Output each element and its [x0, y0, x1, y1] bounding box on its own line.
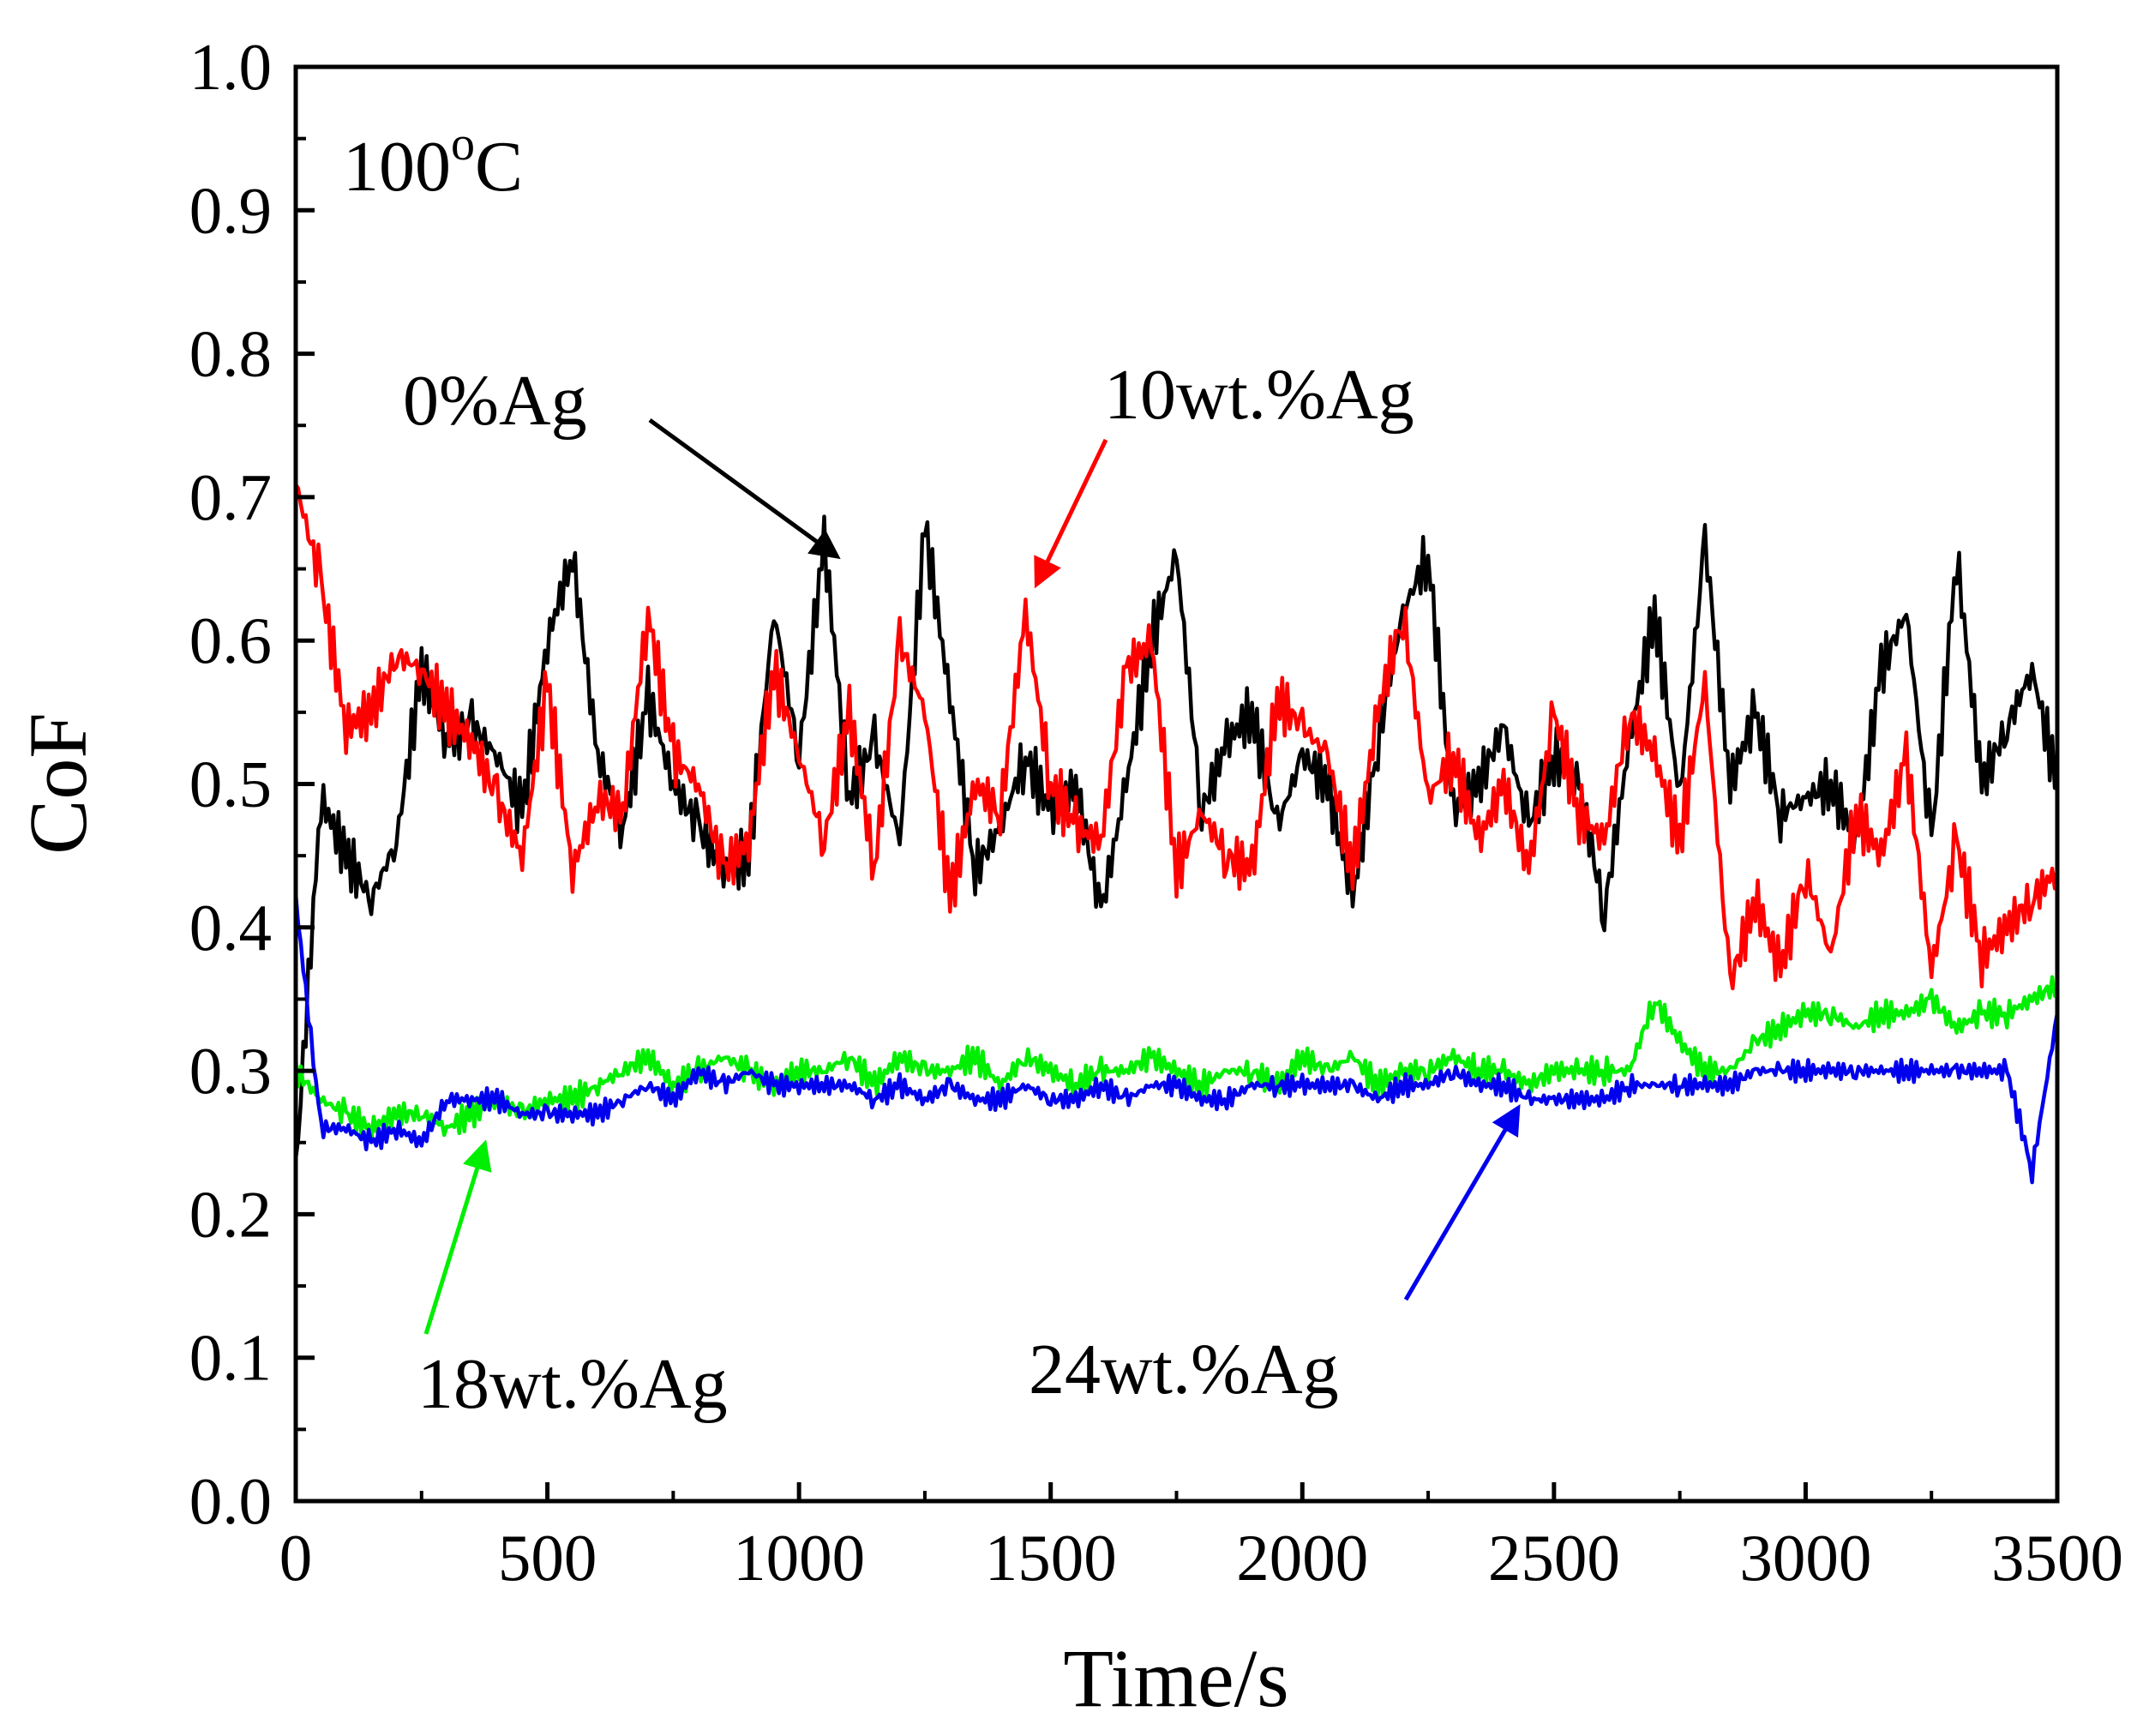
x-tick-labels: 0 500 1000 1500 2000 2500 3000 3500 [279, 1521, 2123, 1595]
arrow-0-ag [648, 417, 841, 560]
annotation-24wt-ag: 24wt.%Ag [1029, 1330, 1339, 1409]
x-tick-label: 3500 [1991, 1521, 2123, 1595]
annotation-18wt-ag: 18wt.%Ag [417, 1344, 728, 1424]
y-tick-label: 0.0 [189, 1464, 272, 1538]
y-tick-label: 0.5 [189, 748, 272, 821]
arrow-18wt-ag [423, 1139, 492, 1335]
arrow-24wt-ag [1403, 1103, 1521, 1301]
series-line-24wt-ag [296, 893, 2057, 1185]
y-tick-label: 0.6 [189, 604, 272, 677]
y-tick-label: 0.4 [189, 891, 272, 964]
annotation-10wt-ag: 10wt.%Ag [1104, 355, 1414, 435]
temperature-label: 100oC [343, 117, 523, 207]
y-tick-label: 0.2 [189, 1177, 272, 1251]
series-line-18wt-ag [296, 975, 2057, 1144]
y-tick-label: 0.3 [189, 1034, 272, 1108]
annotation-arrows [423, 417, 1521, 1335]
y-tick-label: 0.1 [189, 1321, 272, 1395]
y-tick-labels: 0.0 0.1 0.2 0.3 0.4 0.5 0.6 0.7 0.8 0.9 1.0 [189, 30, 272, 1538]
y-axis-title: CoF [12, 712, 104, 854]
temperature-unit: C [475, 127, 523, 207]
series-line-0-ag [296, 514, 2057, 1159]
annotation-0-ag: 0%Ag [403, 361, 587, 441]
x-tick-label: 2000 [1236, 1521, 1368, 1595]
y-tick-label: 0.9 [189, 173, 272, 247]
arrow-10wt-ag [1034, 438, 1108, 589]
x-tick-label: 3000 [1739, 1521, 1871, 1595]
y-tick-label: 0.7 [189, 460, 272, 534]
y-tick-label: 0.8 [189, 317, 272, 391]
temperature-degree-sign: o [451, 117, 475, 171]
x-tick-label: 500 [498, 1521, 597, 1595]
y-tick-label: 1.0 [189, 30, 272, 104]
x-tick-label: 2500 [1488, 1521, 1620, 1595]
x-tick-label: 1500 [985, 1521, 1117, 1595]
series-line-10wt-ag [296, 484, 2057, 991]
ticks-layer [293, 64, 2060, 1504]
x-tick-label: 0 [279, 1521, 313, 1595]
x-axis-title: Time/s [1063, 1632, 1288, 1724]
temperature-value: 100 [343, 127, 451, 207]
x-tick-label: 1000 [733, 1521, 865, 1595]
series-layer [296, 484, 2057, 1185]
